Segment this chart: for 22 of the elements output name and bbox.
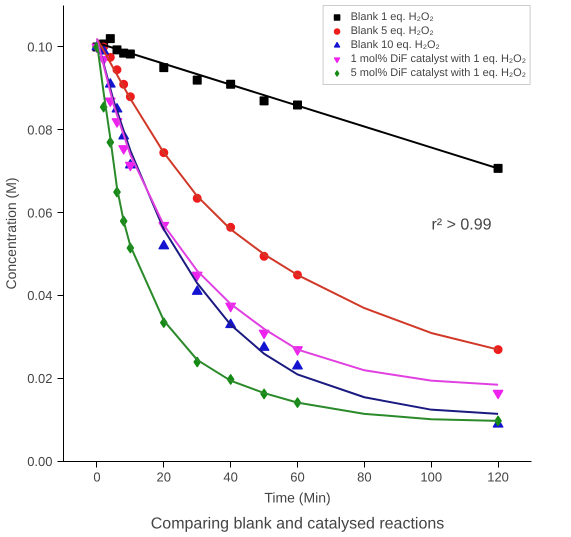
y-tick-label: 0.00	[27, 454, 53, 469]
x-tick-label: 100	[420, 470, 442, 484]
y-tick-label: 0.02	[27, 371, 53, 386]
y-axis-title: Concentration (M)	[3, 177, 20, 290]
y-tick-label: 0.06	[27, 205, 53, 220]
legend-label: 5 mol% DiF catalyst with 1 eq. H₂O₂	[350, 66, 526, 80]
legend-label: 1 mol% DiF catalyst with 1 eq. H₂O₂	[350, 52, 526, 66]
x-tick-label: 120	[487, 470, 509, 484]
y-tick-label: 0.10	[27, 39, 53, 54]
x-tick-label: 40	[223, 470, 238, 484]
x-tick-label: 0	[93, 470, 101, 484]
x-tick-label: 80	[357, 470, 372, 484]
x-tick-label: 20	[156, 470, 172, 484]
y-tick-label: 0.04	[27, 288, 53, 304]
text: Comparing blank and catalysed reactions	[150, 516, 444, 532]
legend-label: Blank 1 eq. H₂O₂	[350, 10, 434, 24]
y-tick-label: 0.08	[27, 122, 53, 138]
x-axis-title: Time (Min)	[264, 490, 331, 506]
legend-label: Blank 5 eq. H₂O₂	[350, 24, 434, 38]
x-tick-label: 60	[290, 470, 305, 484]
legend-label: Blank 10 eq. H₂O₂	[350, 38, 440, 52]
annotation: r² > 0.99	[431, 216, 492, 234]
